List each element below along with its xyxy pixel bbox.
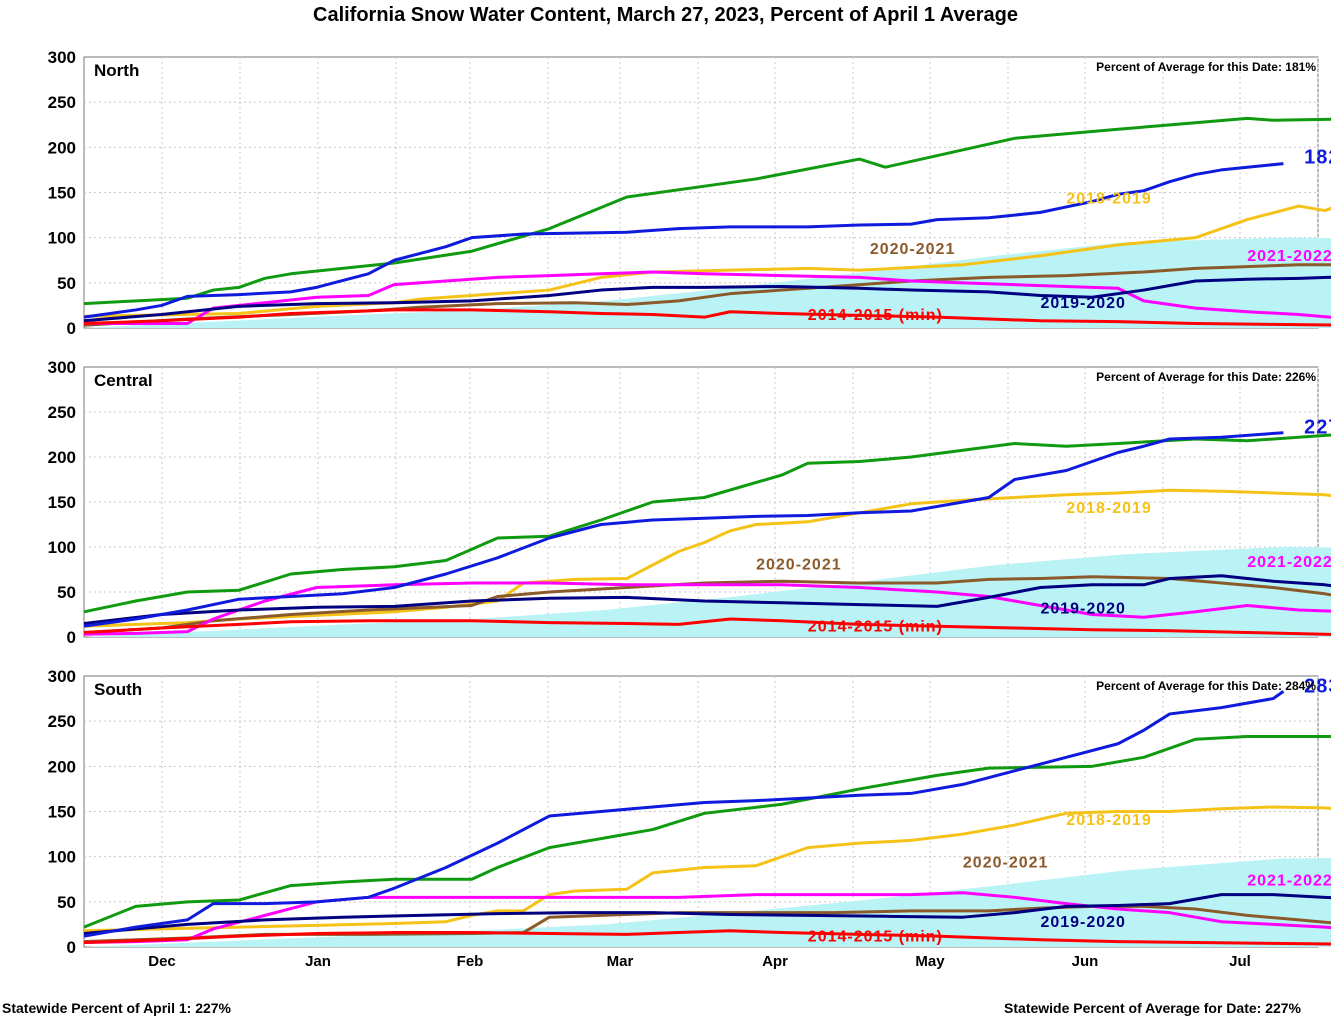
series-wy2019_2020: [83, 893, 1331, 935]
series-label-wy2019_2020: 2019-2020: [1040, 601, 1126, 618]
series-label-wy2018_2019: 2018-2019: [1066, 812, 1152, 829]
x-tick-label: Dec: [148, 953, 176, 970]
x-tick-label: Jul: [1229, 953, 1251, 970]
series-label-wy2023: 182: [1304, 147, 1331, 169]
y-tick-label: 300: [48, 48, 76, 67]
percent-note: Percent of Average for this Date: 226%: [1096, 370, 1316, 384]
series-wy2023: [83, 162, 1284, 319]
series-wy2021_2022: [83, 891, 1331, 944]
percent-note: Percent of Average for this Date: 284%: [1096, 679, 1316, 693]
region-label: South: [94, 680, 142, 699]
y-tick-label: 0: [67, 938, 76, 957]
y-tick-label: 50: [57, 893, 76, 912]
series-label-wy2020_2021: 2020-2021: [963, 855, 1049, 872]
region-label: Central: [94, 371, 153, 390]
series-wy2019_2020: [83, 574, 1331, 625]
series-wy2023: [83, 690, 1285, 938]
y-tick-label: 300: [48, 358, 76, 377]
x-tick-label: Jan: [305, 953, 331, 970]
series-label-wy2021_2022: 2021-2022: [1247, 554, 1331, 571]
y-tick-label: 200: [48, 138, 76, 157]
y-tick-label: 100: [48, 848, 76, 867]
y-tick-label: 250: [48, 712, 76, 731]
series-min_2014_2015: [83, 308, 1331, 327]
series-max_1982_1983: [83, 735, 1331, 929]
series-max_1982_1983: [83, 116, 1331, 306]
y-tick-label: 250: [48, 93, 76, 112]
x-tick-label: Apr: [762, 953, 788, 970]
series-label-min_2014_2015: 2014-2015 (min): [808, 619, 943, 636]
series-label-wy2023: 283: [1304, 675, 1331, 697]
y-tick-label: 150: [48, 184, 76, 203]
average-area: [84, 547, 1331, 637]
percent-note: Percent of Average for this Date: 181%: [1096, 60, 1316, 74]
y-tick-label: 100: [48, 229, 76, 248]
y-tick-label: 250: [48, 403, 76, 422]
y-tick-label: 100: [48, 538, 76, 557]
y-tick-label: 150: [48, 803, 76, 822]
series-wy2020_2021: [83, 263, 1331, 327]
panel-south: 0 50 100 150 200 250 300 Dec Jan Feb Mar Apr May Jun J…: [48, 667, 1331, 970]
series-label-wy2023: 227: [1304, 417, 1331, 439]
series-label-wy2019_2020: 2019-2020: [1040, 295, 1126, 312]
panel-north: 0501001502002503001821982-1983 (max)2018…: [48, 48, 1331, 338]
series-label-min_2014_2015: 2014-2015 (min): [808, 929, 943, 946]
y-tick-label: 0: [67, 319, 76, 338]
y-tick-label: 300: [48, 667, 76, 686]
x-tick-label: May: [915, 953, 945, 970]
series-wy2019_2020: [83, 275, 1331, 323]
x-tick-label: Mar: [607, 953, 634, 970]
series-wy2020_2021: [83, 904, 1331, 944]
x-tick-label: Feb: [457, 953, 484, 970]
average-area: [84, 858, 1331, 947]
series-max_1982_1983: [83, 433, 1331, 614]
series-wy2020_2021: [83, 575, 1331, 634]
average-area: [84, 237, 1331, 328]
series-label-wy2018_2019: 2018-2019: [1066, 190, 1152, 207]
series-label-min_2014_2015: 2014-2015 (min): [808, 307, 943, 324]
series-wy2018_2019: [83, 488, 1331, 628]
y-tick-label: 200: [48, 448, 76, 467]
chart-title: California Snow Water Content, March 27,…: [313, 4, 1018, 26]
y-tick-label: 0: [67, 628, 76, 647]
series-label-wy2020_2021: 2020-2021: [756, 557, 842, 574]
series-wy2023: [83, 431, 1284, 628]
series-label-wy2021_2022: 2021-2022: [1247, 873, 1331, 890]
x-tick-label: Jun: [1072, 953, 1099, 970]
region-label: North: [94, 61, 139, 80]
y-tick-label: 150: [48, 493, 76, 512]
series-label-wy2019_2020: 2019-2020: [1040, 914, 1126, 931]
y-tick-label: 200: [48, 757, 76, 776]
statewide-date-percent: Statewide Percent of Average for Date: 2…: [1004, 1000, 1301, 1016]
statewide-april1-percent: Statewide Percent of April 1: 227%: [2, 1000, 231, 1016]
series-wy2018_2019: [83, 204, 1331, 318]
series-min_2014_2015: [83, 929, 1331, 946]
panel-central: 0501001502002503002271982-1983 (max)2018…: [48, 358, 1331, 647]
series-label-wy2020_2021: 2020-2021: [870, 241, 956, 258]
y-tick-label: 50: [57, 583, 76, 602]
series-wy2021_2022: [84, 270, 1331, 325]
y-tick-label: 50: [57, 274, 76, 293]
series-min_2014_2015: [83, 617, 1331, 636]
series-label-wy2018_2019: 2018-2019: [1066, 500, 1152, 517]
series-label-wy2021_2022: 2021-2022: [1247, 248, 1331, 265]
